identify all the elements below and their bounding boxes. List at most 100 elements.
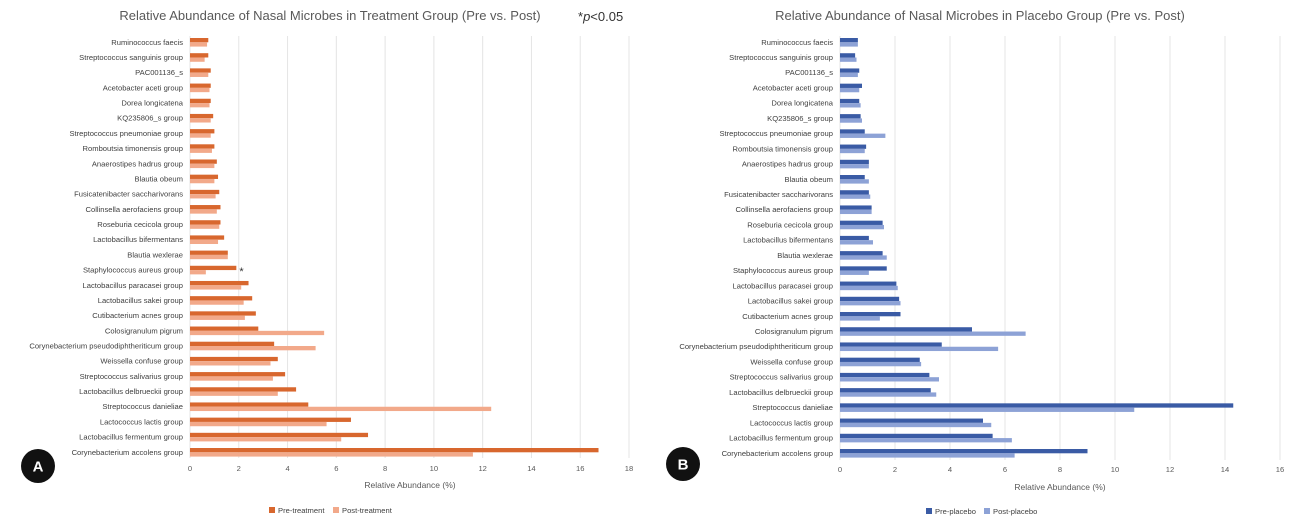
category-label-streptococcus-pneumoniae-group: Streptococcus pneumoniae group xyxy=(719,129,833,138)
bar-post-treatment-pac001136-s xyxy=(190,72,209,77)
bar-post-placebo-blautia-obeum xyxy=(840,179,869,184)
bar-post-treatment-blautia-obeum xyxy=(190,178,215,184)
legend-swatch-pre-placebo xyxy=(926,508,932,514)
category-label-romboutsia-timonensis-group: Romboutsia timonensis group xyxy=(733,144,833,153)
bar-pre-placebo-lactococcus-lactis-group xyxy=(840,418,983,423)
legend-swatch-post-placebo xyxy=(984,508,990,514)
panel-a-treatment-chart: Relative Abundance of Nasal Microbes in … xyxy=(21,8,633,515)
bar-post-treatment-kq235806-s-group xyxy=(190,118,211,123)
bar-pre-placebo-kq235806-s-group xyxy=(840,114,861,119)
x-tick-label: 14 xyxy=(1221,465,1229,474)
panel-b-title: Relative Abundance of Nasal Microbes in … xyxy=(775,8,1185,23)
panel-a-title: Relative Abundance of Nasal Microbes in … xyxy=(119,8,540,23)
significance-note: *p<0.05 xyxy=(578,9,623,24)
category-label-roseburia-cecicola-group: Roseburia cecicola group xyxy=(747,220,833,229)
bar-pre-treatment-lactobacillus-paracasei-group xyxy=(190,280,249,286)
bar-post-placebo-anaerostipes-hadrus-group xyxy=(840,164,869,169)
bar-post-placebo-dorea-longicatena xyxy=(840,103,861,108)
bar-post-treatment-roseburia-cecicola-group xyxy=(190,224,220,229)
category-label-streptococcus-pneumoniae-group: Streptococcus pneumoniae group xyxy=(69,129,183,138)
category-label-lactobacillus-bifermentans: Lactobacillus bifermentans xyxy=(93,235,183,244)
bar-post-treatment-lactobacillus-fermentum-group xyxy=(190,437,342,442)
bar-pre-placebo-weissella-confuse-group xyxy=(840,357,920,362)
category-label-kq235806-s-group: KQ235806_s group xyxy=(767,114,833,123)
category-label-blautia-obeum: Blautia obeum xyxy=(134,174,183,183)
legend-label-post-placebo: Post-placebo xyxy=(993,507,1037,516)
bar-pre-treatment-colosigranulum-pigrum xyxy=(190,326,259,331)
category-label-lactococcus-lactis-group: Lactococcus lactis group xyxy=(100,417,183,426)
legend-label-pre-placebo: Pre-placebo xyxy=(935,507,976,516)
category-label-lactobacillus-sakei-group: Lactobacillus sakei group xyxy=(748,297,833,306)
category-label-acetobacter-aceti-group: Acetobacter aceti group xyxy=(103,83,183,92)
category-label-colosigranulum-pigrum: Colosigranulum pigrum xyxy=(755,327,833,336)
bar-pre-treatment-pac001136-s xyxy=(190,68,211,73)
bar-pre-placebo-collinsella-aerofaciens-group xyxy=(840,205,872,210)
category-label-blautia-obeum: Blautia obeum xyxy=(784,175,833,184)
bar-pre-placebo-lactobacillus-fermentum-group xyxy=(840,433,993,439)
bar-post-treatment-streptococcus-salivarius-group xyxy=(190,376,273,381)
bar-post-treatment-corynebacterium-accolens-group xyxy=(190,452,473,457)
category-label-lactococcus-lactis-group: Lactococcus lactis group xyxy=(750,418,833,427)
bar-pre-treatment-blautia-wexlerae xyxy=(190,250,228,255)
bar-post-placebo-staphylococcus-aureus-group xyxy=(840,270,869,275)
bar-pre-placebo-pac001136-s xyxy=(840,68,860,73)
x-tick-label: 16 xyxy=(576,464,584,473)
category-label-cutibacterium-acnes-group: Cutibacterium acnes group xyxy=(742,312,833,321)
bar-pre-treatment-streptococcus-danieliae xyxy=(190,402,309,407)
bar-pre-placebo-lactobacillus-paracasei-group xyxy=(840,281,897,286)
panel-b-bars xyxy=(840,38,1234,458)
bar-pre-treatment-roseburia-cecicola-group xyxy=(190,220,221,225)
bar-post-placebo-lactococcus-lactis-group xyxy=(840,422,992,428)
bar-pre-treatment-corynebacterium-accolens-group xyxy=(190,448,599,453)
bar-pre-placebo-ruminococcus-faecis xyxy=(840,38,858,43)
panel-a-x-tick-labels: 0 2 4 6 8 10 12 14 16 18 xyxy=(188,464,633,473)
category-label-dorea-longicatena: Dorea longicatena xyxy=(121,99,183,108)
bar-pre-treatment-acetobacter-aceti-group xyxy=(190,83,211,88)
bar-post-placebo-pac001136-s xyxy=(840,72,858,78)
bar-post-placebo-streptococcus-sanguinis-group xyxy=(840,57,857,62)
panel-a-badge: A xyxy=(21,449,55,483)
category-label-staphylococcus-aureus-group: Staphylococcus aureus group xyxy=(733,266,833,275)
bar-post-treatment-cutibacterium-acnes-group xyxy=(190,315,245,320)
x-tick-label: 10 xyxy=(1111,465,1119,474)
category-label-streptococcus-sanguinis-group: Streptococcus sanguinis group xyxy=(79,53,183,62)
bar-post-placebo-streptococcus-salivarius-group xyxy=(840,377,939,382)
bar-pre-placebo-roseburia-cecicola-group xyxy=(840,220,883,225)
bar-pre-treatment-lactobacillus-bifermentans xyxy=(190,235,225,240)
category-label-blautia-wexlerae: Blautia wexlerae xyxy=(777,251,833,260)
category-label-ruminococcus-faecis: Ruminococcus faecis xyxy=(111,38,183,47)
panel-b-legend: Pre-placebo Post-placebo xyxy=(926,507,1037,516)
category-label-lactobacillus-sakei-group: Lactobacillus sakei group xyxy=(98,296,183,305)
bar-pre-treatment-blautia-obeum xyxy=(190,174,219,179)
category-label-ruminococcus-faecis: Ruminococcus faecis xyxy=(761,38,833,47)
bar-post-placebo-colosigranulum-pigrum xyxy=(840,331,1026,336)
bar-post-placebo-romboutsia-timonensis-group xyxy=(840,148,865,154)
bar-pre-treatment-cutibacterium-acnes-group xyxy=(190,311,256,316)
x-tick-label: 12 xyxy=(478,464,486,473)
category-label-lactobacillus-bifermentans: Lactobacillus bifermentans xyxy=(743,236,833,245)
significance-star-staphylococcus-aureus-group: * xyxy=(239,266,244,278)
x-tick-label: 10 xyxy=(430,464,438,473)
panel-a-gridlines xyxy=(189,36,630,458)
bar-post-treatment-fusicatenibacter-saccharivorans xyxy=(190,194,216,199)
bar-post-placebo-lactobacillus-bifermentans xyxy=(840,240,873,245)
x-tick-label: 14 xyxy=(527,464,535,473)
category-label-dorea-longicatena: Dorea longicatena xyxy=(771,99,833,108)
x-tick-label: 6 xyxy=(334,464,338,473)
legend-label-pre-treatment: Pre-treatment xyxy=(278,506,325,515)
bar-pre-treatment-kq235806-s-group xyxy=(190,113,214,119)
category-label-lactobacillus-paracasei-group: Lactobacillus paracasei group xyxy=(83,281,183,290)
bar-post-treatment-collinsella-aerofaciens-group xyxy=(190,209,217,214)
x-tick-label: 0 xyxy=(838,465,842,474)
bar-pre-placebo-streptococcus-salivarius-group xyxy=(840,372,930,378)
category-label-corynebacterium-pseudodiphtheriticum-group: Corynebacterium pseudodiphtheriticum gro… xyxy=(29,342,183,351)
bar-post-placebo-ruminococcus-faecis xyxy=(840,42,858,47)
bar-pre-placebo-streptococcus-pneumoniae-group xyxy=(840,129,865,134)
bar-pre-treatment-lactobacillus-delbrueckii-group xyxy=(190,387,297,392)
bar-post-treatment-streptococcus-sanguinis-group xyxy=(190,57,205,62)
bar-pre-placebo-dorea-longicatena xyxy=(840,98,860,104)
category-label-corynebacterium-accolens-group: Corynebacterium accolens group xyxy=(72,448,183,457)
category-label-streptococcus-salivarius-group: Streptococcus salivarius group xyxy=(730,373,833,382)
bar-pre-placebo-blautia-obeum xyxy=(840,175,865,180)
bar-post-placebo-lactobacillus-sakei-group xyxy=(840,301,901,306)
